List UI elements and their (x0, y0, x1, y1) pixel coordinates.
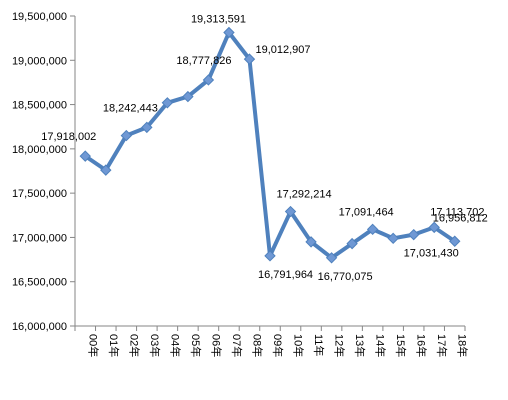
y-tick-label: 17,000,000 (12, 232, 67, 244)
data-point (284, 205, 297, 218)
data-point (305, 236, 317, 248)
data-point (449, 235, 461, 247)
series-line (83, 30, 457, 260)
x-tick-label: 16年 (415, 334, 429, 357)
data-point (79, 150, 91, 162)
data-point (243, 53, 256, 65)
x-tick-label: 02年 (127, 334, 141, 357)
x-tick-label: 12年 (333, 334, 347, 357)
axes (74, 16, 465, 327)
y-tick-label: 18,500,000 (12, 100, 67, 112)
data-point (120, 129, 133, 142)
y-tick-label: 17,500,000 (12, 188, 67, 200)
data-label: 17,091,464 (339, 206, 394, 218)
data-label: 17,113,702 (430, 206, 484, 218)
data-point (161, 97, 174, 109)
data-point (325, 252, 338, 264)
data-label: 18,777,826 (176, 55, 231, 67)
data-label: 19,313,591 (191, 14, 246, 26)
data-point (141, 121, 153, 134)
data-labels-group: 17,918,002 18,242,443 18,777,826 19,313,591… (41, 14, 488, 283)
x-tick-label: 11年 (312, 334, 326, 356)
x-tick-label: 01年 (107, 334, 121, 357)
data-point (407, 228, 420, 241)
y-tick-label: 16,500,000 (12, 277, 67, 289)
x-axis-ticks: 00年 01年 02年 03年 04年 05年 06年 07年 08年 09年 10年 11年 12年 1… (74, 326, 470, 357)
y-tick-label: 19,500,000 (12, 11, 67, 23)
data-label: 18,242,443 (103, 102, 158, 114)
x-tick-label: 05年 (189, 334, 203, 357)
x-tick-label: 15年 (394, 334, 408, 357)
x-tick-label: 09年 (271, 334, 285, 357)
x-tick-label: 10年 (292, 334, 306, 357)
y-tick-label: 16,000,000 (12, 321, 67, 333)
x-tick-label: 03年 (148, 334, 162, 357)
data-point (264, 250, 276, 262)
data-label: 16,770,075 (318, 271, 373, 283)
x-tick-label: 17年 (435, 334, 449, 357)
x-tick-label: 06年 (209, 334, 223, 357)
data-label: 17,292,214 (277, 189, 332, 201)
data-point (202, 74, 215, 86)
data-point (387, 232, 399, 245)
x-tick-label: 00年 (86, 334, 100, 357)
x-tick-label: 13年 (353, 334, 367, 357)
data-point (100, 164, 112, 176)
data-point (366, 223, 379, 236)
data-label: 19,012,907 (255, 44, 310, 56)
data-point (346, 237, 358, 250)
x-tick-label: 08年 (250, 334, 264, 357)
data-label: 17,918,002 (41, 131, 96, 143)
y-axis-ticks: 16,000,000 16,500,000 17,000,000 17,500,000… (12, 11, 75, 333)
x-tick-label: 04年 (168, 334, 182, 357)
data-point (223, 26, 235, 39)
data-point (428, 221, 440, 234)
y-tick-label: 18,000,000 (12, 144, 67, 156)
x-tick-label: 14年 (374, 334, 388, 357)
data-label: 16,791,964 (258, 269, 313, 281)
y-tick-label: 19,000,000 (12, 55, 67, 67)
series-group (79, 26, 461, 264)
data-label: 16,956,812 (433, 212, 488, 224)
x-tick-label: 07年 (230, 334, 244, 357)
x-tick-label: 18年 (456, 334, 470, 357)
data-point (182, 90, 194, 103)
data-label: 17,031,430 (404, 248, 459, 260)
